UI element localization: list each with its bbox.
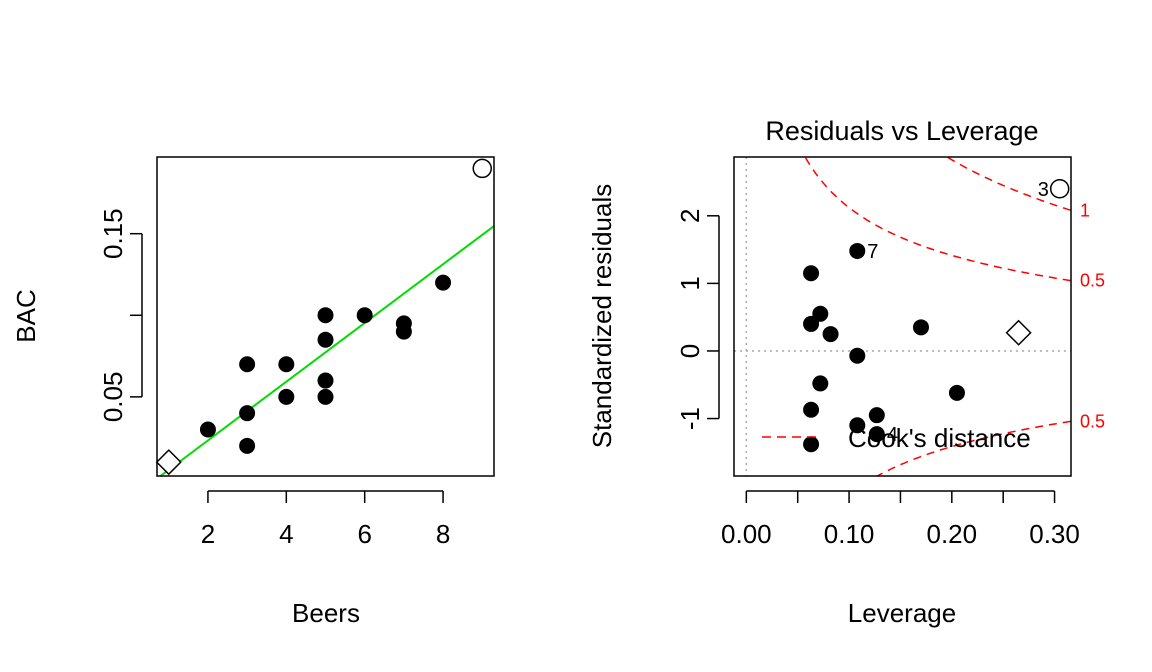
point-label: 4 — [887, 424, 898, 446]
x-tick-label: 0.10 — [824, 519, 875, 549]
data-point — [868, 407, 885, 424]
data-point — [803, 436, 820, 453]
data-point — [803, 401, 820, 418]
x-tick-label: 4 — [279, 519, 293, 549]
residuals-vs-leverage-panel: 7 3 4 1 0.5 0.5 0.00 0.10 0.20 0.30 -1 0 1 2 Residua… — [587, 116, 1105, 628]
contour-label: 1 — [1080, 200, 1090, 220]
data-point — [912, 319, 929, 336]
data-point — [435, 274, 452, 291]
y-tick-label: 2 — [675, 209, 705, 223]
x-tick-label: 6 — [357, 519, 371, 549]
x-tick-label: 0.20 — [927, 519, 978, 549]
plot-frame — [733, 156, 1072, 477]
x-tick-label: 2 — [201, 519, 215, 549]
regression-line — [159, 225, 495, 477]
x-axis-title: Beers — [292, 598, 360, 628]
data-point — [868, 426, 885, 443]
data-point — [812, 305, 829, 322]
y-tick-label: 0.05 — [98, 372, 128, 423]
highlight-diamond-point — [155, 449, 182, 476]
data-point — [822, 326, 839, 343]
y-axis-title: BAC — [11, 289, 41, 342]
data-point — [849, 417, 866, 434]
cooks-distance-contour — [875, 420, 1071, 476]
data-point — [317, 307, 334, 324]
plot-title: Residuals vs Leverage — [765, 116, 1038, 146]
data-point — [849, 242, 866, 259]
legend: Cook's distance — [762, 423, 1031, 453]
highlight-circle-point — [472, 158, 492, 179]
y-axis-title: Standardized residuals — [587, 184, 617, 449]
point-label: 3 — [1038, 179, 1049, 201]
data-point — [278, 388, 295, 405]
legend-label: Cook's distance — [848, 423, 1031, 453]
data-point — [239, 437, 256, 454]
data-point — [239, 405, 256, 422]
x-tick-label: 0.00 — [721, 519, 772, 549]
y-tick-label: 0 — [675, 344, 705, 358]
data-point — [803, 315, 820, 332]
data-point — [239, 356, 256, 373]
cooks-distance-contour — [804, 157, 1071, 282]
contour-label: 0.5 — [1080, 271, 1105, 291]
data-point — [278, 356, 295, 373]
highlight-diamond-point — [1005, 319, 1032, 346]
plot-region — [734, 157, 1071, 476]
data-point — [317, 388, 334, 405]
highlight-circle-point — [1049, 179, 1070, 199]
scatter-panel-beers-bac: 2 4 6 8 0.05 0.15 Beers BAC — [11, 156, 495, 628]
data-point — [812, 375, 829, 392]
data-point — [317, 331, 334, 348]
y-tick-label: 0.15 — [98, 208, 128, 259]
x-tick-label: 8 — [436, 519, 450, 549]
x-axis-title: Leverage — [848, 598, 956, 628]
plot-frame — [156, 156, 495, 477]
y-tick-label: 1 — [675, 276, 705, 290]
data-point — [395, 315, 412, 332]
data-point — [199, 421, 216, 438]
data-point — [356, 307, 373, 324]
contour-label: 0.5 — [1080, 411, 1105, 431]
data-point — [803, 265, 820, 282]
data-point — [317, 372, 334, 389]
y-tick-label: -1 — [675, 407, 705, 430]
data-point — [948, 384, 965, 401]
point-label: 7 — [867, 241, 878, 263]
x-tick-label: 0.30 — [1029, 519, 1080, 549]
cooks-distance-contour — [945, 157, 1071, 212]
data-point — [849, 347, 866, 364]
